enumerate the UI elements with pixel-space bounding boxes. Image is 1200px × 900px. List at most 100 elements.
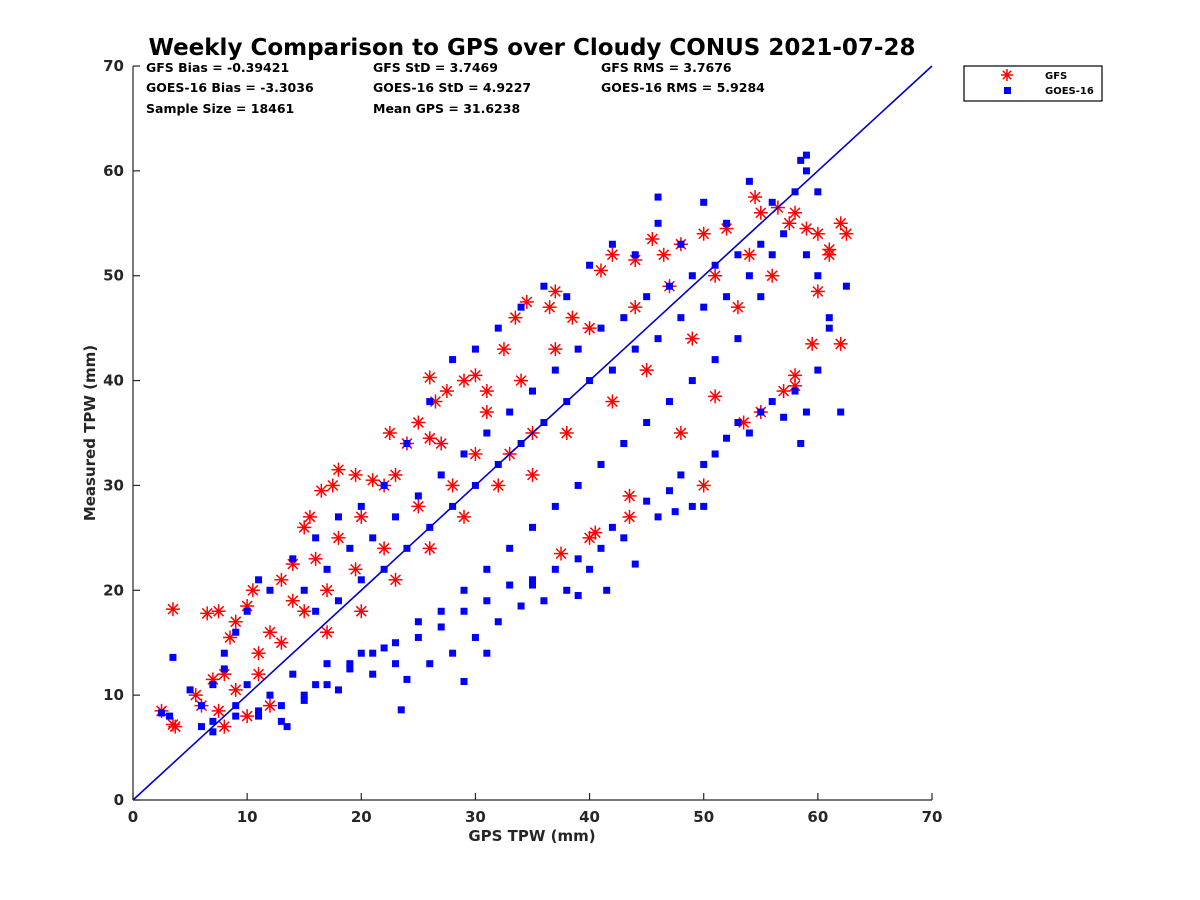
y-tick-label-7: 70 [103,57,124,75]
legend-gfs-marker [1001,69,1013,81]
point-gfs-41 [565,310,580,325]
point-goes-150 [312,607,320,615]
point-goes-5 [209,717,217,725]
point-goes-58 [791,387,799,395]
point-goes-107 [414,492,422,500]
point-goes-41 [597,544,605,552]
point-goes-135 [506,544,514,552]
point-gfs-84 [320,583,335,598]
point-gfs-117 [262,698,277,713]
y-tick-label-3: 30 [103,476,124,494]
point-gfs-105 [730,300,745,315]
point-gfs-33 [457,373,472,388]
point-gfs-114 [388,572,403,587]
point-goes-54 [745,429,753,437]
point-gfs-69 [708,389,723,404]
point-goes-113 [551,366,559,374]
point-goes-31 [483,597,491,605]
point-goes-163 [608,366,616,374]
point-goes-164 [631,345,639,353]
point-goes-124 [757,293,765,301]
point-gfs-43 [605,247,620,262]
point-goes-47 [665,487,673,495]
point-goes-128 [665,398,673,406]
point-goes-73 [768,198,776,206]
one-to-one-line [132,65,933,801]
point-goes-102 [300,586,308,594]
point-goes-0 [158,709,166,717]
point-gfs-107 [639,363,654,378]
point-goes-62 [825,314,833,322]
point-gfs-48 [696,226,711,241]
point-goes-114 [574,345,582,353]
point-gfs-13 [245,583,260,598]
point-goes-144 [300,691,308,699]
point-goes-177 [483,649,491,657]
stat-goes-bias: GOES-16 Bias = -3.3036 [146,80,314,95]
point-gfs-64 [788,368,803,383]
point-goes-51 [711,450,719,458]
x-axis-label: GPS TPW (mm) [468,827,595,845]
point-goes-168 [723,293,731,301]
point-goes-56 [768,398,776,406]
point-gfs-116 [320,625,335,640]
point-gfs-58 [833,216,848,231]
point-goes-85 [494,324,502,332]
point-gfs-90 [285,593,300,608]
point-gfs-92 [331,530,346,545]
point-gfs-91 [308,551,323,566]
x-tick-label-1: 10 [237,808,258,826]
point-goes-119 [688,272,696,280]
point-gfs-31 [422,370,437,385]
point-goes-116 [620,314,628,322]
point-goes-19 [369,670,377,678]
point-gfs-63 [833,336,848,351]
y-tick-label-2: 20 [103,581,124,599]
point-goes-32 [494,618,502,626]
point-gfs-51 [753,205,768,220]
point-goes-97 [243,607,251,615]
point-gfs-113 [422,541,437,556]
point-goes-30 [460,678,468,686]
stats-block: GFS Bias = -0.39421 GFS StD = 3.7469 GFS… [146,60,765,116]
point-goes-122 [757,240,765,248]
point-goes-11 [277,717,285,725]
legend-box [963,65,1103,102]
point-gfs-37 [508,310,523,325]
point-goes-28 [460,607,468,615]
point-goes-35 [529,576,536,584]
point-gfs-106 [685,331,700,346]
point-goes-60 [802,408,810,416]
point-gfs-16 [274,572,289,587]
point-goes-106 [392,513,400,521]
point-goes-89 [403,439,411,447]
point-goes-174 [603,586,611,594]
point-goes-40 [586,565,594,573]
point-goes-112 [529,387,536,395]
point-gfs-118 [240,709,255,724]
point-gfs-87 [251,667,266,682]
point-goes-81 [586,261,594,269]
point-gfs-20 [314,483,329,498]
point-goes-79 [631,251,639,259]
point-goes-10 [266,691,274,699]
point-gfs-80 [445,478,460,493]
point-goes-78 [654,219,662,227]
point-goes-115 [597,324,605,332]
point-gfs-40 [548,284,563,299]
point-gfs-61 [810,284,825,299]
point-gfs-54 [788,205,803,220]
point-goes-109 [460,450,468,458]
point-gfs-96 [479,405,494,420]
point-goes-21 [392,660,400,668]
point-gfs-108 [605,394,620,409]
point-goes-175 [574,592,582,600]
point-gfs-70 [673,426,688,440]
point-goes-98 [232,628,240,636]
point-goes-13 [300,696,308,704]
point-goes-37 [551,565,559,573]
point-goes-80 [608,240,616,248]
point-goes-42 [608,523,616,531]
point-goes-64 [842,282,850,290]
point-goes-146 [255,707,263,715]
